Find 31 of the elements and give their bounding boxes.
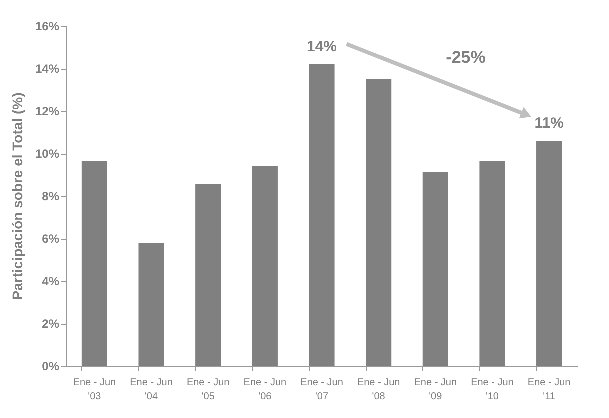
y-tick-label: 10% — [35, 147, 60, 161]
y-tick-label: 0% — [42, 360, 60, 374]
bar — [252, 166, 278, 366]
annotation: 11% — [534, 114, 564, 132]
annotation: -25% — [446, 48, 486, 67]
bar — [536, 140, 562, 366]
bar — [422, 172, 448, 366]
x-tick-label: Ene - Jun '05 — [186, 378, 230, 402]
y-tick-label: 4% — [42, 274, 60, 288]
y-tick-label: 14% — [35, 62, 60, 76]
y-tick-label: 2% — [42, 317, 60, 331]
x-tick-label: Ene - Jun '08 — [357, 378, 400, 402]
bar — [366, 79, 392, 366]
y-tick-label: 6% — [42, 232, 60, 246]
x-tick-label: Ene - Jun '06 — [244, 378, 287, 402]
bar — [138, 243, 164, 366]
x-tick-label: Ene - Jun '09 — [414, 378, 458, 402]
x-tick-label: Ene - Jun '04 — [130, 378, 173, 402]
bar — [480, 161, 506, 366]
x-tick-label: Ene - Jun '07 — [300, 378, 344, 402]
x-tick-label: Ene - Jun '03 — [73, 378, 116, 402]
x-tick-label: Ene - Jun '11 — [528, 378, 571, 402]
y-axis-title: Participación sobre el Total (%) — [9, 92, 26, 300]
y-tick-label: 12% — [35, 104, 60, 118]
bar — [196, 184, 222, 366]
annotation: 14% — [306, 38, 338, 56]
bar — [82, 161, 108, 366]
bar — [309, 64, 335, 366]
y-tick-label: 8% — [42, 190, 60, 204]
x-tick-label: Ene - Jun '10 — [471, 378, 514, 402]
y-tick-label: 16% — [35, 20, 60, 34]
